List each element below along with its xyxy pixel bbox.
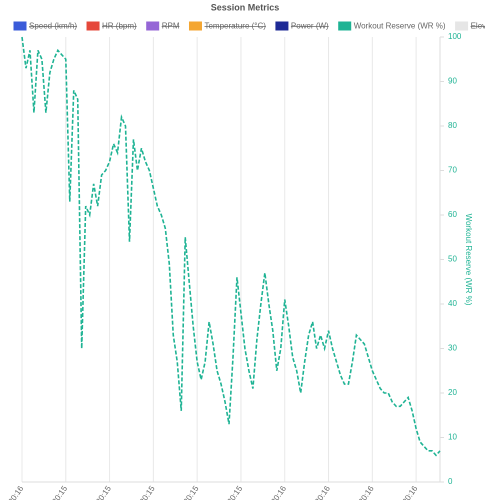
- y2-tick-label: 100: [448, 32, 462, 41]
- y2-tick-label: 80: [448, 121, 457, 130]
- x-tick-label: 20:15: [182, 484, 201, 500]
- y2-tick-label: 60: [448, 210, 457, 219]
- y2-tick-label: 10: [448, 433, 457, 442]
- legend-swatch: [455, 21, 469, 31]
- x-tick-label: 20:16: [313, 484, 332, 500]
- y2-tick-label: 20: [448, 388, 457, 397]
- x-tick-label: 20:16: [7, 484, 26, 500]
- x-tick-label: 20:15: [94, 484, 113, 500]
- legend-swatch: [188, 21, 202, 31]
- legend-item[interactable]: Power (W): [275, 21, 329, 31]
- y2-tick-label: 0: [448, 477, 453, 486]
- legend-swatch: [146, 21, 160, 31]
- legend-item[interactable]: RPM: [146, 21, 180, 31]
- y2-tick-label: 30: [448, 344, 457, 353]
- legend-item[interactable]: Speed (km/h): [13, 21, 77, 31]
- x-tick-label: 20:16: [269, 484, 288, 500]
- chart-title: Session Metrics: [211, 2, 280, 12]
- y2-tick-label: 90: [448, 77, 457, 86]
- y2-tick-label: 50: [448, 255, 457, 264]
- x-tick-label: 20:16: [357, 484, 376, 500]
- legend-label: Workout Reserve (WR %): [354, 22, 446, 31]
- legend-item[interactable]: HR (bpm): [86, 21, 137, 31]
- x-tick-label: 20:15: [138, 484, 157, 500]
- legend-item[interactable]: Temperature (°C): [188, 21, 266, 31]
- x-tick-label: 20:15: [225, 484, 244, 500]
- y2-tick-label: 40: [448, 299, 457, 308]
- legend-item[interactable]: Workout Reserve (WR %): [338, 21, 446, 31]
- legend-swatch: [86, 21, 100, 31]
- legend-swatch: [13, 21, 27, 31]
- y2-axis-title: Workout Reserve (WR %): [464, 214, 473, 306]
- data-line: [21, 36, 441, 457]
- y2-tick-label: 70: [448, 166, 457, 175]
- x-tick-label: 20:15: [50, 484, 69, 500]
- legend-item[interactable]: Elevation (m): [455, 21, 485, 31]
- legend-swatch: [338, 21, 352, 31]
- legend-swatch: [275, 21, 289, 31]
- x-tick-label: 20:16: [401, 484, 420, 500]
